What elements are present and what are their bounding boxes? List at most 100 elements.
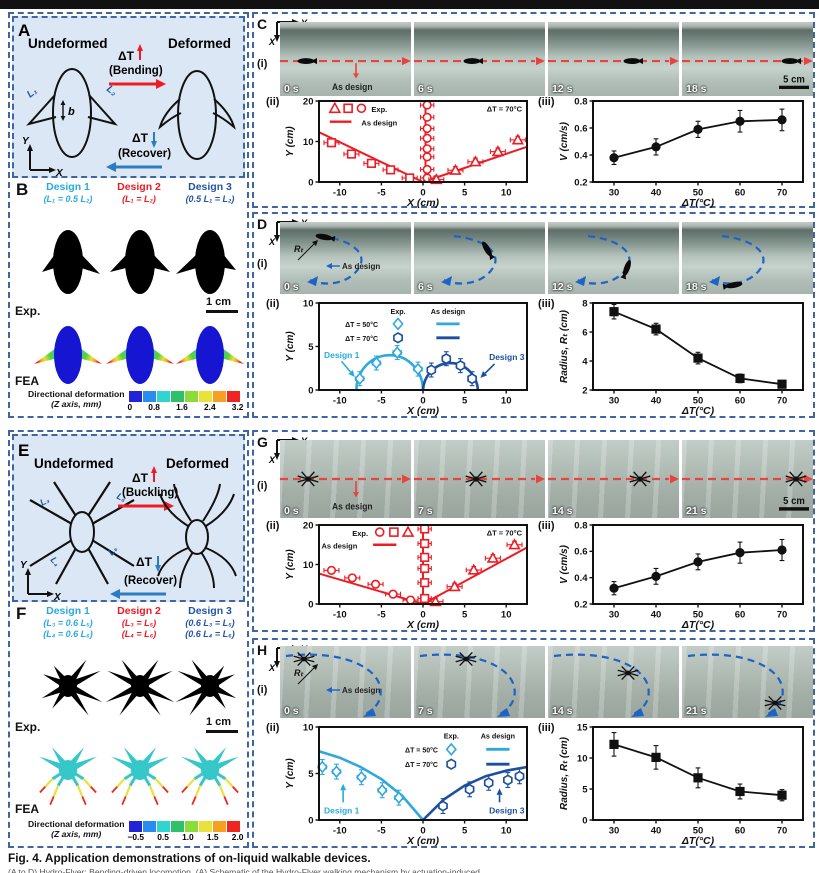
svg-text:50: 50 <box>693 826 704 837</box>
time-label: 7 s <box>418 505 433 517</box>
fish-shape-svg <box>110 230 170 294</box>
fea-fish-design1 <box>32 324 104 391</box>
colorbar-tick: 0.8 <box>148 402 160 412</box>
photo-frame: Rₜ As design 0 s <box>280 646 411 718</box>
fish-fea-svg <box>34 326 102 384</box>
panel-E-schematic: E Undeformed Deformed L₃ L₅ L₄ L₆ ΔT (Bu… <box>18 441 237 603</box>
photo-frame: 12 s <box>548 22 679 96</box>
svg-text:0: 0 <box>582 815 587 826</box>
svg-text:40: 40 <box>651 610 662 621</box>
sub-ii: (ii) <box>266 722 280 734</box>
svg-text:V (cm/s): V (cm/s) <box>559 121 570 161</box>
design2-formula2: (L₄ = L₆) <box>121 629 157 639</box>
sub-ii: (ii) <box>266 520 280 532</box>
svg-text:10: 10 <box>303 560 314 571</box>
spider-legs-deformed <box>157 483 237 589</box>
svg-text:30: 30 <box>609 396 620 407</box>
svg-text:Y (cm): Y (cm) <box>285 549 296 580</box>
svg-text:5: 5 <box>462 188 468 199</box>
dt-up-arrowhead <box>137 44 143 51</box>
chart-C-ii-svg: -10 -5 0 5 10 0 10 20 X (cm) Y (cm) Exp. As design Δ… <box>285 96 528 209</box>
panel-A: A Undeformed Deformed L₁ L₂ b ΔT (Bendin… <box>12 16 245 179</box>
svg-text:5: 5 <box>308 769 314 780</box>
colorbar-F: Directional deformation (Z axis, mm) −0.… <box>28 819 243 842</box>
device-fish <box>722 281 743 290</box>
svg-text:5: 5 <box>582 784 588 795</box>
scalebar-1cm: 1 cm <box>206 716 238 733</box>
svg-text:30: 30 <box>609 188 620 199</box>
svg-text:10: 10 <box>501 188 512 199</box>
device-fish <box>297 57 317 65</box>
svg-text:70: 70 <box>777 610 788 621</box>
time-label: 14 s <box>552 705 573 717</box>
svg-text:0.4: 0.4 <box>574 573 588 584</box>
chart-C-ii: -10 -5 0 5 10 0 10 20 X (cm) Y (cm) Exp. As design Δ… <box>284 96 534 213</box>
deformed-label: Deformed <box>166 456 229 471</box>
photo-overlay: 5 cm <box>682 471 813 511</box>
axisX-label: X <box>55 168 64 179</box>
svg-text:As design: As design <box>361 118 397 127</box>
photo-frame: 6 s <box>414 22 545 96</box>
axisX-arrowhead <box>49 167 56 173</box>
radius-label: Rₜ <box>294 668 304 678</box>
device-spider <box>617 665 639 681</box>
svg-text:40: 40 <box>651 188 662 199</box>
exp-fish-design1 <box>32 218 104 311</box>
spider-shape-svg <box>175 659 237 716</box>
device-spider <box>293 651 315 667</box>
svg-text:Y (cm): Y (cm) <box>285 126 296 157</box>
fish-body-deformed <box>177 70 217 160</box>
fish-body-undeformed <box>52 68 92 158</box>
svg-text:15: 15 <box>577 722 588 733</box>
deformed-label: Deformed <box>168 36 231 51</box>
sub-iii: (iii) <box>538 722 555 734</box>
spider-fea-svg <box>39 747 97 806</box>
dt-up-arrowhead <box>151 466 157 473</box>
panel-E: E Undeformed Deformed L₃ L₅ L₄ L₆ ΔT (Bu… <box>12 434 245 603</box>
dt-down-arrowhead <box>151 141 157 148</box>
photo-overlay <box>553 653 650 717</box>
svg-text:ΔT(°C): ΔT(°C) <box>681 835 715 846</box>
svg-text:X (cm): X (cm) <box>406 405 440 416</box>
sub-i: (i) <box>257 58 268 70</box>
scalebar-1cm-bar <box>206 730 238 733</box>
dt-recover: ΔT <box>136 555 153 569</box>
scalebar-1cm-label: 1 cm <box>206 296 232 308</box>
svg-text:10: 10 <box>303 722 314 733</box>
svg-text:10: 10 <box>501 826 512 837</box>
svg-text:As design: As design <box>431 307 465 316</box>
sub-iii: (iii) <box>538 520 555 532</box>
design2-name: Design 2 <box>117 181 161 193</box>
svg-text:0: 0 <box>308 815 313 826</box>
colorbar-tick: 2.4 <box>203 402 216 412</box>
design3-header: Design 3 (0.5 L₁ = L₂) <box>174 181 246 204</box>
svg-text:-10: -10 <box>333 188 347 199</box>
chart-D-iii: 30 40 50 60 70 2 4 6 8 ΔT(°C) Radius, Rₜ (cm) <box>558 298 810 421</box>
chart-D-ii: -10 -5 0 5 10 0 5 10 X (cm) Y (cm) Exp. As design ΔT… <box>284 298 534 421</box>
device-fish <box>482 241 496 261</box>
device-fish <box>620 259 631 280</box>
bending-arrowhead <box>156 79 166 89</box>
dt-bending: ΔT <box>118 49 135 63</box>
photo-frame: 5 cm 18 s <box>682 22 813 96</box>
photo-overlay <box>414 471 545 487</box>
design2-header: Design 2 (L₁ = L₂) <box>104 181 174 204</box>
dim-b: b <box>68 106 75 118</box>
colorbar-tick: 0.5 <box>157 832 169 842</box>
buckling-label: (Buckling) <box>122 487 178 499</box>
exp-fish-design2 <box>104 218 176 311</box>
design1-formula2: (L₄ = 0.6 L₆) <box>43 629 93 639</box>
time-label: 18 s <box>686 281 707 293</box>
recover-label: (Recover) <box>124 575 177 587</box>
scalebar-1cm-bar <box>206 310 238 313</box>
time-label: 6 s <box>418 281 433 293</box>
design1-formula: (L₁ = 0.5 L₂) <box>43 194 93 204</box>
recover-arrowhead <box>110 589 120 599</box>
design2-formula: (L₁ = L₂) <box>122 194 156 204</box>
axisX-arrowhead <box>47 591 54 597</box>
sub-ii: (ii) <box>266 96 280 108</box>
exp-row-label: Exp. <box>15 304 41 318</box>
